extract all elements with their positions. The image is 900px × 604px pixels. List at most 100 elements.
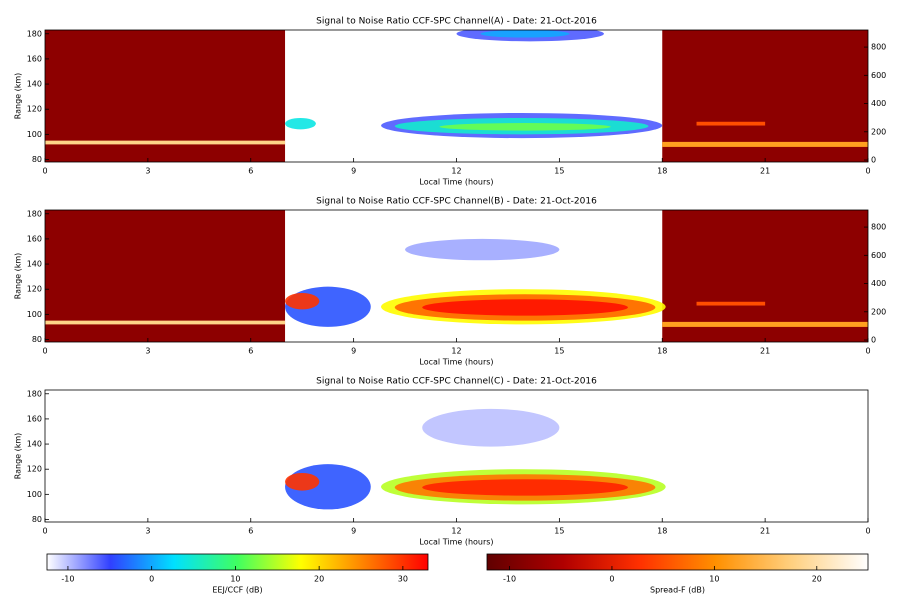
y2-tick-label: 400 <box>871 99 886 108</box>
x-tick-label: 0 <box>42 347 47 356</box>
colorbar-tick-label: 0 <box>149 575 154 584</box>
y-tick-label: 100 <box>27 130 42 139</box>
y-tick-label: 120 <box>27 105 42 114</box>
panel-title: Signal to Noise Ratio CCF-SPC Channel(C)… <box>316 377 597 387</box>
y2-tick-label: 800 <box>871 223 886 232</box>
x-tick-label: 0 <box>865 527 870 536</box>
y-axis-label: Range (km) <box>14 73 23 120</box>
colorbar <box>46 553 429 571</box>
plot-area <box>45 30 868 162</box>
colorbar-label: EEJ/CCF (dB) <box>212 586 262 595</box>
y-tick-label: 180 <box>27 389 42 398</box>
x-axis-label: Local Time (hours) <box>419 538 493 547</box>
x-tick-label: 18 <box>657 527 667 536</box>
y-tick-label: 80 <box>32 335 42 344</box>
y-axis-label: Range (km) <box>14 253 23 300</box>
spread-f-echo <box>45 320 286 325</box>
eej-echo <box>422 479 628 496</box>
x-tick-label: 18 <box>657 167 667 176</box>
y-tick-label: 100 <box>27 310 42 319</box>
colorbar <box>486 553 869 571</box>
panel-title: Signal to Noise Ratio CCF-SPC Channel(B)… <box>316 197 597 207</box>
spread-f-echo <box>696 121 766 126</box>
panel-title: Signal to Noise Ratio CCF-SPC Channel(A)… <box>316 17 597 27</box>
y2-tick-label: 200 <box>871 307 886 316</box>
y-tick-label: 140 <box>27 440 42 449</box>
x-tick-label: 21 <box>760 347 770 356</box>
x-tick-label: 9 <box>351 527 356 536</box>
colorbar-tick-label: -10 <box>503 575 516 584</box>
spread-f-echo <box>662 30 868 162</box>
x-tick-label: 21 <box>760 527 770 536</box>
x-tick-label: 0 <box>42 167 47 176</box>
spread-f-echo <box>662 321 868 327</box>
eej-echo <box>285 472 320 491</box>
y2-tick-label: 400 <box>871 279 886 288</box>
y-tick-label: 160 <box>27 234 42 243</box>
plot-area <box>45 390 868 522</box>
plot-area <box>45 210 868 342</box>
x-tick-label: 6 <box>248 347 253 356</box>
eej-echo <box>285 118 316 130</box>
y-tick-label: 180 <box>27 209 42 218</box>
y-tick-label: 160 <box>27 414 42 423</box>
eej-echo <box>439 123 611 131</box>
y-tick-label: 140 <box>27 260 42 269</box>
colorbar-tick-label: 20 <box>314 575 324 584</box>
x-tick-label: 12 <box>451 167 461 176</box>
colorbar-tick-label: 30 <box>398 575 408 584</box>
x-tick-label: 0 <box>42 527 47 536</box>
spread-f-echo <box>45 210 286 342</box>
x-tick-label: 15 <box>554 167 564 176</box>
y-tick-label: 100 <box>27 490 42 499</box>
x-tick-label: 0 <box>865 167 870 176</box>
x-tick-label: 15 <box>554 527 564 536</box>
spread-f-echo <box>662 141 868 147</box>
x-axis-label: Local Time (hours) <box>419 358 493 367</box>
x-tick-label: 6 <box>248 527 253 536</box>
x-tick-label: 21 <box>760 167 770 176</box>
colorbar-tick-label: 0 <box>609 575 614 584</box>
spread-f-echo <box>662 210 868 342</box>
spread-f-echo <box>45 30 286 162</box>
y2-tick-label: 800 <box>871 43 886 52</box>
colorbar-tick-label: 10 <box>230 575 240 584</box>
y-tick-label: 80 <box>32 155 42 164</box>
spread-f-echo <box>45 140 286 145</box>
eej-echo <box>480 30 570 38</box>
colorbar-tick-label: 10 <box>709 575 719 584</box>
y-tick-label: 80 <box>32 515 42 524</box>
y2-tick-label: 0 <box>871 336 876 345</box>
spread-f-echo <box>696 301 766 306</box>
x-tick-label: 9 <box>351 347 356 356</box>
y-tick-label: 120 <box>27 285 42 294</box>
y-tick-label: 140 <box>27 80 42 89</box>
y-tick-label: 160 <box>27 54 42 63</box>
eej-echo <box>422 299 628 316</box>
x-tick-label: 12 <box>451 347 461 356</box>
x-tick-label: 15 <box>554 347 564 356</box>
x-tick-label: 3 <box>145 527 150 536</box>
y2-tick-label: 0 <box>871 156 876 165</box>
x-tick-label: 12 <box>451 527 461 536</box>
eej-echo <box>405 238 560 261</box>
y2-tick-label: 600 <box>871 71 886 80</box>
y2-tick-label: 600 <box>871 251 886 260</box>
x-tick-label: 18 <box>657 347 667 356</box>
x-tick-label: 3 <box>145 167 150 176</box>
x-axis-label: Local Time (hours) <box>419 178 493 187</box>
eej-echo <box>422 408 560 447</box>
x-tick-label: 6 <box>248 167 253 176</box>
colorbar-tick-label: -10 <box>61 575 74 584</box>
x-tick-label: 3 <box>145 347 150 356</box>
x-tick-label: 0 <box>865 347 870 356</box>
colorbar-label: Spread-F (dB) <box>650 586 705 595</box>
y2-tick-label: 200 <box>871 127 886 136</box>
eej-echo <box>285 292 320 310</box>
y-tick-label: 180 <box>27 29 42 38</box>
y-axis-label: Range (km) <box>14 433 23 480</box>
y-tick-label: 120 <box>27 465 42 474</box>
colorbar-tick-label: 20 <box>812 575 822 584</box>
x-tick-label: 9 <box>351 167 356 176</box>
